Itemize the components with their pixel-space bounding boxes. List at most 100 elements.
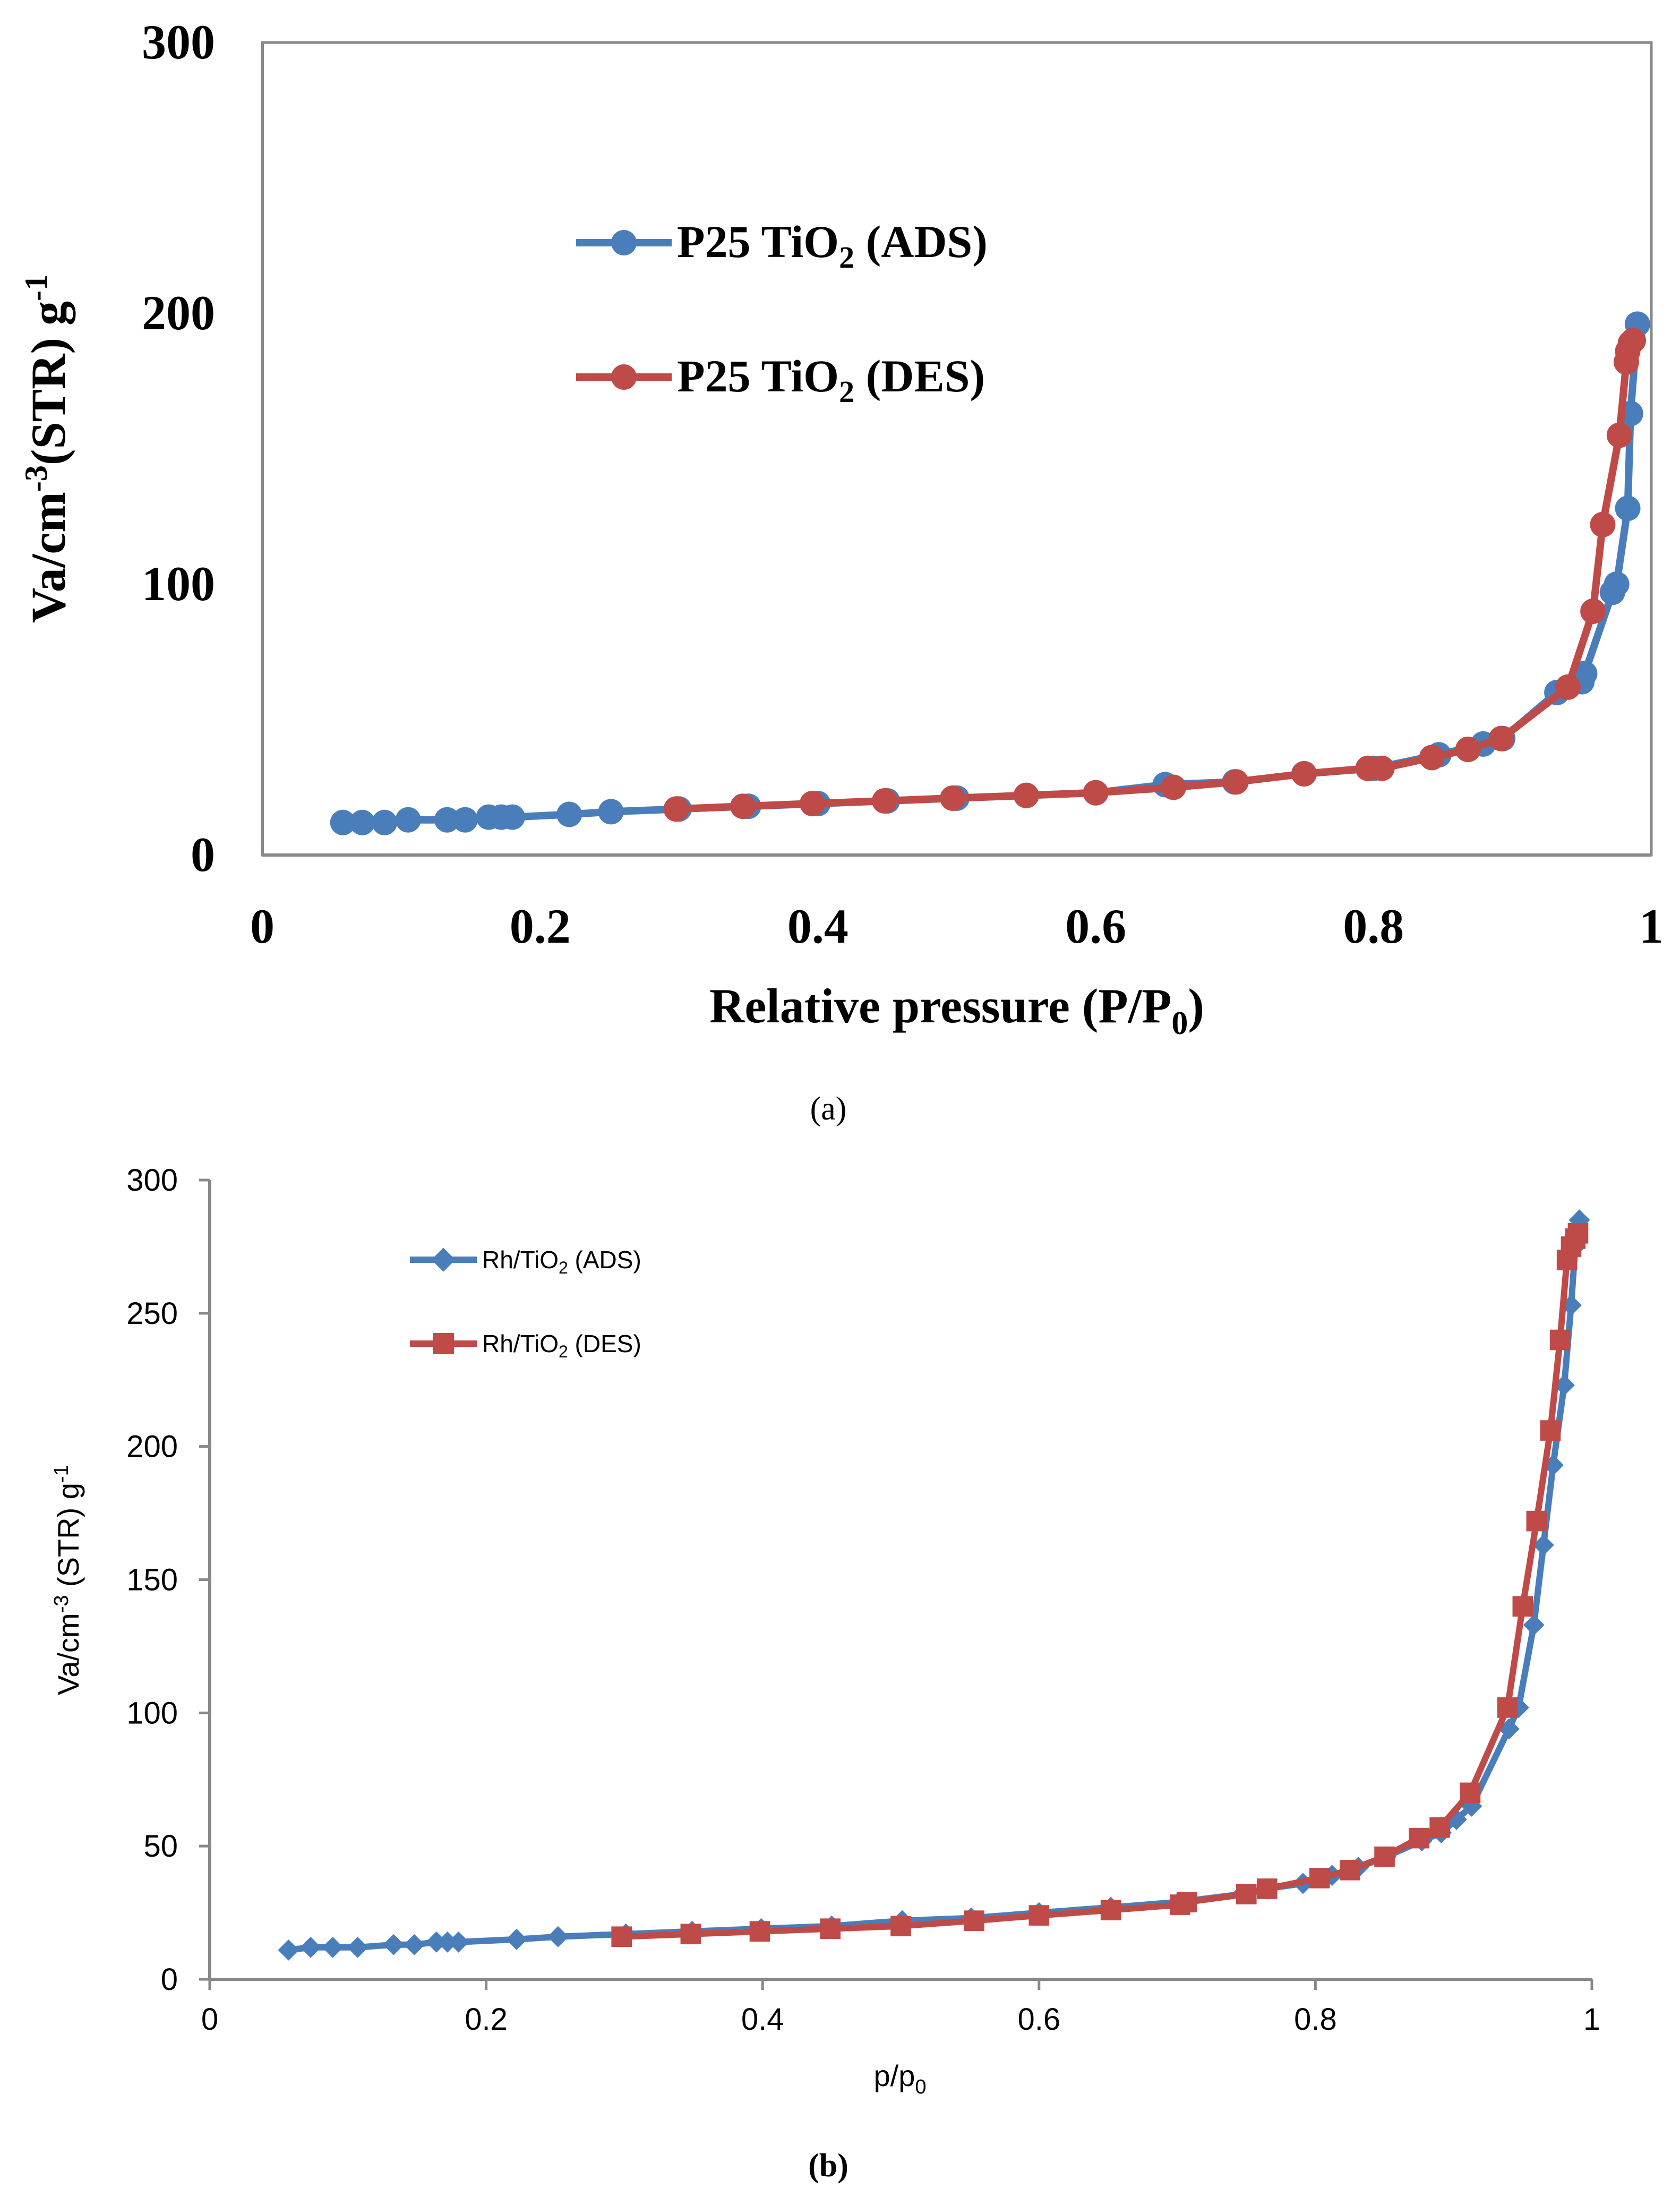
data-point-b-1 (1567, 1223, 1589, 1244)
legend-entry-ads-b: Rh/TiO2 (ADS) (410, 1246, 641, 1277)
data-point-b-1 (1409, 1827, 1429, 1849)
y-tick-labels-a: 0 100 200 300 (142, 15, 215, 882)
data-point-b-1 (964, 1910, 984, 1931)
data-point-a-1 (1606, 422, 1632, 448)
data-point-a-0 (434, 807, 460, 833)
panel-b: 0 50 100 150 200 250 300 0 0.2 0.4 0.6 0.8 1 Rh/TiO… (50, 1163, 1600, 2184)
data-point-b-1 (1549, 1329, 1571, 1351)
legend-marker-ads-a (611, 230, 637, 255)
x-tick-label-a: 0.2 (510, 899, 571, 953)
data-point-b-0 (300, 1936, 321, 1958)
data-point-a-1 (1580, 599, 1606, 624)
data-point-b-0 (1461, 1795, 1482, 1817)
x-axis-title-a: Relative pressure (P/P0) (709, 979, 1204, 1041)
y-tick-labels-b: 0 50 100 150 200 250 300 (126, 1163, 210, 1997)
data-point-b-1 (611, 1926, 632, 1947)
data-point-b-1 (1526, 1510, 1547, 1532)
legend-entry-ads-a: P25 TiO2 (ADS) (576, 216, 988, 275)
data-point-b-1 (1540, 1420, 1561, 1441)
data-point-b-0 (404, 1934, 425, 1955)
data-point-a-1 (1161, 774, 1187, 800)
series-group-b (278, 1209, 1590, 1961)
data-point-b-1 (1460, 1782, 1481, 1804)
series-group-a (330, 311, 1650, 835)
data-point-a-0 (395, 807, 421, 833)
data-point-a-0 (556, 801, 582, 827)
x-tick-label-b: 0.8 (1294, 2002, 1337, 2037)
y-tick-label-b: 100 (126, 1696, 178, 1730)
data-point-a-1 (1083, 780, 1109, 806)
data-point-b-1 (1512, 1596, 1533, 1617)
data-point-b-0 (505, 1928, 527, 1950)
legend-label-ads-b: Rh/TiO2 (ADS) (482, 1246, 641, 1277)
legend-entry-des-a: P25 TiO2 (DES) (576, 351, 985, 409)
plot-area-a (261, 41, 1653, 857)
y-tick-label-a: 300 (142, 15, 215, 69)
legend-marker-des-a (611, 364, 637, 390)
legend-entry-des-b: Rh/TiO2 (DES) (410, 1330, 641, 1361)
x-tick-label-a: 0.6 (1065, 899, 1126, 953)
data-point-a-1 (1590, 511, 1616, 537)
legend-marker-ads-b (431, 1247, 456, 1272)
x-tick-label-a: 0.8 (1343, 899, 1404, 953)
data-point-a-1 (1369, 755, 1395, 781)
x-axis-title-b: p/p0 (874, 2059, 927, 2098)
data-point-b-1 (1340, 1859, 1360, 1881)
legend-marker-des-b (433, 1333, 454, 1354)
data-point-b-0 (1532, 1534, 1554, 1556)
data-point-b-1 (1429, 1817, 1450, 1838)
data-point-b-0 (547, 1926, 569, 1947)
data-point-a-1 (1223, 769, 1249, 795)
data-point-a-1 (799, 791, 825, 817)
data-point-b-1 (1028, 1905, 1050, 1926)
data-point-a-0 (349, 809, 375, 835)
data-point-b-0 (322, 1936, 344, 1958)
x-tick-label-b: 1 (1583, 2002, 1600, 2037)
data-point-b-0 (1523, 1614, 1545, 1636)
data-point-a-0 (372, 809, 398, 835)
data-point-b-0 (1553, 1374, 1575, 1396)
data-point-b-1 (1236, 1884, 1257, 1904)
data-point-a-1 (730, 793, 756, 819)
data-point-b-0 (278, 1939, 299, 1961)
y-tick-label-b: 50 (143, 1829, 178, 1864)
data-point-a-1 (1488, 725, 1514, 751)
legend-label-des-a: P25 TiO2 (DES) (677, 351, 985, 409)
data-point-b-0 (448, 1931, 469, 1953)
data-point-a-0 (499, 804, 525, 830)
data-point-b-0 (436, 1931, 458, 1953)
panel-label-b: (b) (808, 2148, 848, 2184)
x-tick-labels-b: 0 0.2 0.4 0.6 0.8 1 (201, 1979, 1600, 2037)
y-axis-title-b: Va/cm-3 (STR) g-1 (50, 1465, 85, 1695)
y-tick-label-a: 0 (191, 827, 215, 882)
x-tick-label-a: 1 (1639, 899, 1664, 953)
y-tick-label-a: 100 (142, 557, 215, 611)
panel-a: 0 100 200 300 0 0.2 0.4 0.6 0.8 1 P25 TiO2 (ADS)… (19, 15, 1664, 1127)
data-point-b-1 (1256, 1878, 1278, 1899)
data-point-a-0 (330, 809, 356, 835)
y-tick-label-b: 250 (126, 1296, 178, 1331)
data-point-b-1 (749, 1921, 770, 1942)
y-tick-label-b: 0 (161, 1962, 178, 1997)
data-point-b-1 (1309, 1868, 1330, 1889)
x-tick-label-b: 0.4 (741, 2002, 784, 2037)
data-point-b-0 (425, 1931, 447, 1953)
data-point-b-0 (347, 1936, 368, 1958)
y-axis-title-a: Va/cm-3(STR) g-1 (19, 275, 75, 623)
data-point-b-1 (680, 1924, 701, 1945)
data-point-a-0 (452, 807, 478, 833)
legend-a: P25 TiO2 (ADS) P25 TiO2 (DES) (576, 216, 988, 409)
x-tick-labels-a: 0 0.2 0.4 0.6 0.8 1 (250, 899, 1664, 953)
data-point-b-1 (1497, 1697, 1518, 1718)
x-tick-label-a: 0 (250, 899, 275, 953)
x-tick-label-b: 0.6 (1017, 2002, 1060, 2037)
data-point-a-0 (1615, 495, 1641, 522)
data-point-a-0 (598, 799, 624, 825)
x-tick-label-a: 0.4 (787, 899, 848, 953)
data-point-a-0 (1604, 571, 1630, 597)
data-point-a-1 (1555, 674, 1581, 700)
data-point-a-1 (1291, 761, 1317, 787)
data-point-a-1 (1419, 745, 1445, 771)
y-tick-label-b: 300 (126, 1163, 178, 1198)
panel-label-a: (a) (810, 1091, 847, 1127)
